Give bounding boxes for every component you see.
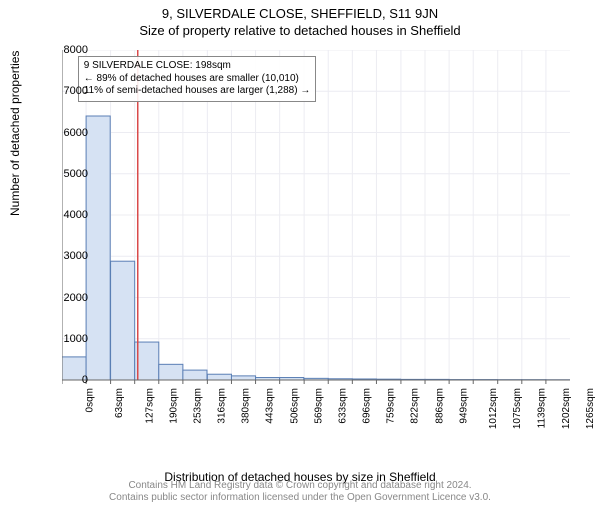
x-tick-label: 1265sqm: [585, 388, 596, 429]
x-tick-label: 0sqm: [84, 388, 95, 412]
y-tick-label: 1000: [48, 333, 88, 345]
marker-annotation: 9 SILVERDALE CLOSE: 198sqm ← 89% of deta…: [78, 56, 317, 102]
y-tick-label: 7000: [48, 85, 88, 97]
title-block: 9, SILVERDALE CLOSE, SHEFFIELD, S11 9JN …: [0, 6, 600, 38]
y-tick-label: 3000: [48, 250, 88, 262]
x-tick-label: 316sqm: [216, 388, 227, 424]
page-subtitle: Size of property relative to detached ho…: [0, 23, 600, 38]
footer-line2: Contains public sector information licen…: [0, 492, 600, 504]
x-tick-label: 759sqm: [386, 388, 397, 424]
x-tick-label: 380sqm: [241, 388, 252, 424]
footer-attribution: Contains HM Land Registry data © Crown c…: [0, 480, 600, 504]
page-title-address: 9, SILVERDALE CLOSE, SHEFFIELD, S11 9JN: [0, 6, 600, 21]
y-tick-label: 2000: [48, 292, 88, 304]
x-tick-label: 822sqm: [410, 388, 421, 424]
x-tick-label: 949sqm: [459, 388, 470, 424]
x-tick-label: 1202sqm: [561, 388, 572, 429]
x-tick-label: 443sqm: [265, 388, 276, 424]
y-axis-label: Number of detached properties: [8, 51, 22, 216]
annotation-line2: ← 89% of detached houses are smaller (10…: [84, 73, 311, 86]
x-tick-label: 1012sqm: [488, 388, 499, 429]
y-tick-label: 4000: [48, 209, 88, 221]
y-tick-label: 6000: [48, 127, 88, 139]
x-tick-label: 569sqm: [313, 388, 324, 424]
x-tick-label: 1139sqm: [536, 388, 547, 428]
footer-line1: Contains HM Land Registry data © Crown c…: [0, 480, 600, 492]
x-tick-label: 253sqm: [192, 388, 203, 424]
x-tick-label: 127sqm: [144, 388, 155, 424]
x-tick-label: 190sqm: [168, 388, 179, 424]
y-tick-label: 0: [48, 374, 88, 386]
x-tick-label: 506sqm: [289, 388, 300, 424]
y-tick-label: 5000: [48, 168, 88, 180]
chart-area: 9 SILVERDALE CLOSE: 198sqm ← 89% of deta…: [62, 50, 570, 430]
annotation-line3: 11% of semi-detached houses are larger (…: [84, 85, 311, 98]
x-tick-label: 633sqm: [338, 388, 349, 424]
x-tick-label: 696sqm: [362, 388, 373, 424]
x-tick-label: 1075sqm: [512, 388, 523, 429]
y-tick-label: 8000: [48, 44, 88, 56]
x-tick-label: 886sqm: [434, 388, 445, 424]
x-tick-label: 63sqm: [114, 388, 125, 418]
annotation-line1: 9 SILVERDALE CLOSE: 198sqm: [84, 60, 311, 73]
